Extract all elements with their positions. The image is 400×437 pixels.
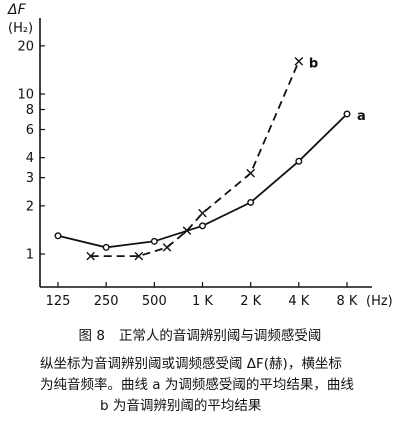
figure-caption-title: 图 8 正常人的音调辨别阈与调频感受阈	[0, 326, 400, 346]
data-point-b	[198, 208, 207, 218]
y-tick-label: 10	[17, 88, 34, 103]
caption-line-4: b 为音调辨别阈的平均结果	[100, 398, 262, 414]
caption-line-3: 为纯音频率。曲线 a 为调频感受阈的平均结果，曲线	[40, 377, 354, 393]
data-point-b	[182, 226, 192, 235]
data-point-a	[247, 198, 255, 206]
y-axis-label-unit: (H₂)	[8, 21, 33, 36]
series-layer: ab	[54, 56, 366, 261]
series-label-a: a	[357, 109, 366, 124]
x-tick-label: 1 K	[192, 294, 213, 309]
data-point-b	[86, 251, 95, 261]
x-tick-label: 500	[142, 294, 167, 309]
x-tick-label: 125	[46, 294, 71, 309]
axes: ΔF (H₂) 1 2 3 4 6 810 20 125 250 500 1 K 2 K 4 K 8 K (Hz…	[7, 2, 393, 309]
series-line-b	[90, 60, 300, 257]
x-tick-label: 8 K	[337, 294, 358, 309]
data-point-a	[102, 243, 110, 251]
data-point-b	[246, 168, 255, 178]
data-point-b	[162, 243, 172, 252]
x-tick-label: 250	[94, 294, 119, 309]
data-point-a	[150, 237, 158, 245]
y-tick-label: 2	[26, 199, 34, 214]
y-tick-label: 1	[26, 248, 34, 263]
figure-title: 正常人的音调辨别阈与调频感受阈	[118, 328, 322, 344]
y-axis-label-symbol: ΔF	[7, 2, 27, 18]
caption-line-2: 纵坐标为音调辨别阈或调频感受阈 ΔF(赫)，横坐标	[40, 356, 342, 372]
y-tick-label: 4	[26, 151, 34, 166]
series-label-b: b	[309, 56, 318, 71]
data-point-a	[295, 157, 303, 165]
y-tick-label: 20	[17, 39, 34, 54]
y-tick-label: 6	[26, 123, 34, 138]
figure-label: 图 8	[78, 328, 105, 344]
x-tick-label: 2 K	[240, 294, 261, 309]
data-point-a	[343, 110, 351, 118]
y-tick-label: 3	[26, 171, 34, 186]
x-tick-label: 4 K	[288, 294, 309, 309]
data-point-b	[134, 251, 144, 261]
y-tick-label: 8	[26, 103, 34, 118]
data-point-a	[54, 232, 62, 240]
data-point-a	[198, 222, 206, 230]
x-axis-unit: (Hz)	[366, 294, 393, 309]
data-point-b	[294, 57, 304, 66]
